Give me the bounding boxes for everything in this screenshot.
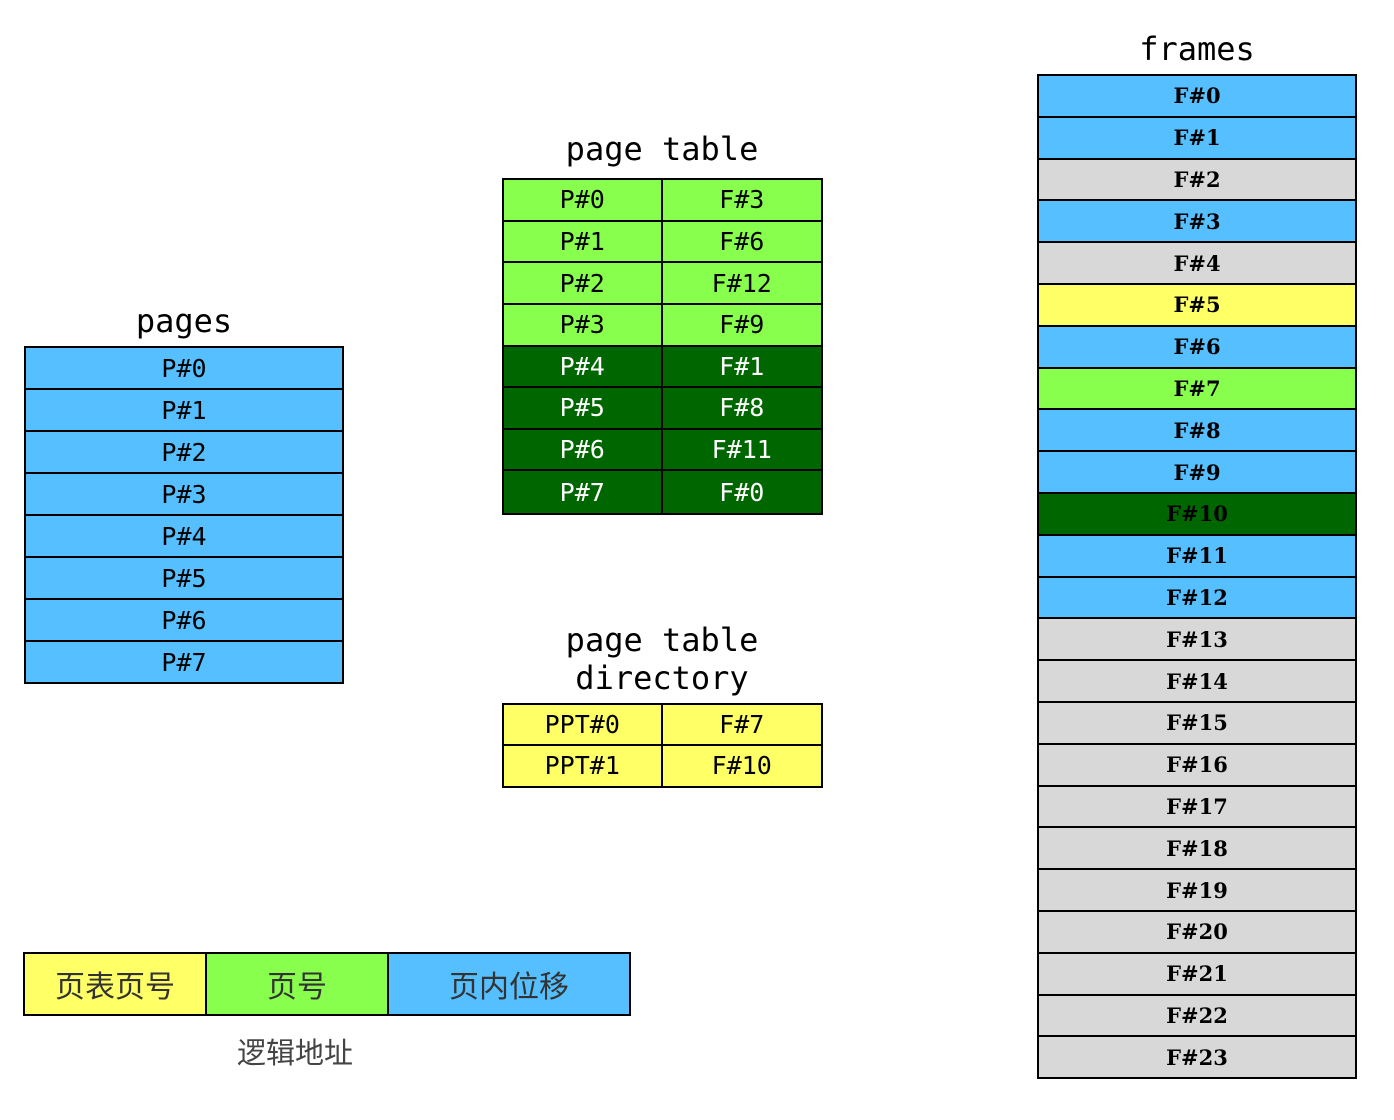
page-table-page-cell: P#5 (504, 388, 663, 430)
page-table-page-number-segment: 页表页号 (25, 954, 207, 1014)
pages-title: pages (135, 302, 233, 340)
directory-entry-cell: PPT#1 (504, 745, 663, 786)
logical-address-caption: 逻辑地址 (236, 1036, 353, 1070)
page-row: P#0 (26, 348, 342, 390)
frames-title: frames (1139, 30, 1255, 68)
page-row: P#5 (26, 558, 342, 600)
frame-row: F#20 (1039, 911, 1355, 954)
directory-entry-cell: PPT#0 (504, 705, 663, 746)
frame-row: F#15 (1039, 702, 1355, 745)
page-table-page-cell: P#3 (504, 304, 663, 347)
frame-row: F#0 (1039, 76, 1355, 118)
page-table-page-cell: P#6 (504, 429, 663, 472)
frame-row: F#23 (1039, 1037, 1355, 1080)
frame-row: F#18 (1039, 828, 1355, 871)
frame-row: F#16 (1039, 744, 1355, 787)
page-table-directory-title: page table directory (565, 621, 759, 697)
pages-column: P#0 P#1 P#2 P#3 P#4 P#5 P#6 P#7 (24, 346, 344, 684)
frames-column: F#0 F#1 F#2 F#3 F#4 F#5 F#6 F#7 F#8 F#9 F#10 F#11 F#… (1037, 74, 1357, 1080)
page-table-frame-cell: F#3 (662, 180, 821, 222)
page-table-page-cell: P#4 (504, 346, 663, 389)
frame-row: F#12 (1039, 577, 1355, 620)
frame-row: F#22 (1039, 995, 1355, 1038)
frame-row: F#11 (1039, 535, 1355, 578)
page-table-frame-cell: F#11 (662, 429, 821, 472)
frame-row: F#10 (1039, 493, 1355, 536)
page-row: P#4 (26, 516, 342, 558)
page-table-page-cell: P#7 (504, 471, 663, 513)
frame-row: F#13 (1039, 619, 1355, 662)
page-row: P#1 (26, 390, 342, 432)
page-row: P#6 (26, 600, 342, 642)
page-table-title: page table (565, 130, 759, 168)
frame-row: F#2 (1039, 159, 1355, 202)
frame-row: F#21 (1039, 953, 1355, 996)
page-table-directory: PPT#0 F#7 PPT#1 F#10 (502, 703, 823, 788)
logical-address-bar: 页表页号 页号 页内位移 (23, 952, 631, 1016)
frame-row: F#19 (1039, 870, 1355, 912)
frame-row: F#17 (1039, 786, 1355, 829)
page-offset-segment: 页内位移 (389, 954, 629, 1014)
directory-frame-cell: F#10 (662, 745, 821, 786)
frame-row: F#14 (1039, 661, 1355, 703)
page-table-frame-cell: F#9 (662, 304, 821, 347)
page-table-frame-cell: F#8 (662, 388, 821, 430)
page-table-frame-cell: F#6 (662, 221, 821, 264)
frame-row: F#5 (1039, 284, 1355, 327)
page-table-page-cell: P#2 (504, 263, 663, 305)
page-table: P#0 F#3 P#1 F#6 P#2 F#12 P#3 F#9 P#4 F#1 P#5 F#8 P#6… (502, 178, 823, 515)
frame-row: F#9 (1039, 452, 1355, 494)
directory-frame-cell: F#7 (662, 705, 821, 746)
frame-row: F#6 (1039, 326, 1355, 369)
page-table-frame-cell: F#12 (662, 263, 821, 305)
page-row: P#3 (26, 474, 342, 516)
page-table-page-cell: P#0 (504, 180, 663, 222)
frame-row: F#1 (1039, 117, 1355, 160)
page-table-frame-cell: F#0 (662, 471, 821, 513)
page-number-segment: 页号 (207, 954, 389, 1014)
page-row: P#7 (26, 642, 342, 684)
page-table-frame-cell: F#1 (662, 346, 821, 389)
frame-row: F#4 (1039, 243, 1355, 285)
page-row: P#2 (26, 432, 342, 474)
page-table-page-cell: P#1 (504, 221, 663, 264)
frame-row: F#7 (1039, 368, 1355, 411)
frame-row: F#8 (1039, 410, 1355, 453)
frame-row: F#3 (1039, 201, 1355, 244)
